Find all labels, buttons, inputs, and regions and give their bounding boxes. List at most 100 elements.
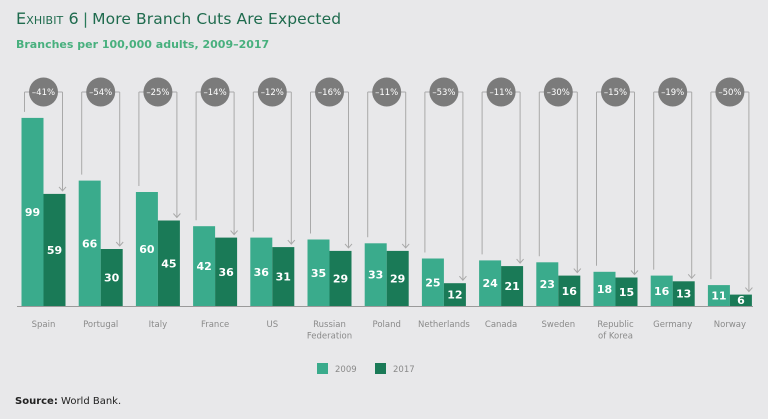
bar-value-label-2009: 36 bbox=[254, 266, 270, 279]
change-badge bbox=[143, 77, 173, 107]
legend-label-2017: 2017 bbox=[393, 365, 415, 375]
change-badge-label: –54% bbox=[89, 88, 112, 98]
change-badge-label: –53% bbox=[432, 88, 455, 98]
change-badge-label: –15% bbox=[604, 88, 627, 98]
title-text: More Branch Cuts Are Expected bbox=[92, 10, 342, 28]
bar-2009 bbox=[21, 117, 44, 307]
title-separator: | bbox=[82, 10, 89, 28]
chart-title: Exhibit 6 | More Branch Cuts Are Expected bbox=[16, 9, 341, 28]
bar-value-label-2009: 35 bbox=[311, 267, 326, 280]
down-arrow-icon bbox=[230, 230, 238, 236]
bar-2017 bbox=[215, 237, 238, 306]
chart-subtitle: Branches per 100,000 adults, 2009–2017 bbox=[16, 38, 270, 51]
category-label: Germany bbox=[653, 320, 692, 330]
bar-2017 bbox=[43, 193, 66, 306]
down-arrow-icon bbox=[173, 213, 181, 219]
bar-value-label-2009: 99 bbox=[25, 206, 40, 219]
down-arrow-icon bbox=[344, 243, 353, 249]
bar-value-label-2009: 16 bbox=[654, 285, 670, 298]
down-arrow-icon bbox=[516, 258, 524, 264]
bar-value-label-2017: 15 bbox=[619, 286, 634, 299]
bar-value-label-2009: 33 bbox=[368, 269, 383, 282]
bar-2017 bbox=[443, 283, 466, 306]
bar-2009 bbox=[307, 239, 330, 306]
bar-value-label-2009: 66 bbox=[82, 237, 98, 250]
bar-value-label-2017: 6 bbox=[737, 294, 745, 307]
bar-2017 bbox=[386, 250, 409, 306]
down-arrow-icon bbox=[115, 241, 124, 247]
bar-value-label-2009: 23 bbox=[540, 278, 555, 291]
change-badge-label: –14% bbox=[204, 88, 227, 98]
change-badge-label: –50% bbox=[718, 88, 741, 98]
bar-2009 bbox=[78, 180, 101, 306]
category-label: France bbox=[201, 320, 229, 330]
bar-2017 bbox=[100, 249, 123, 306]
category-label: Spain bbox=[32, 320, 56, 330]
change-badge bbox=[429, 77, 459, 107]
change-badge-label: –16% bbox=[318, 88, 341, 98]
bar-value-label-2017: 29 bbox=[333, 272, 348, 285]
down-arrow-icon bbox=[287, 239, 296, 245]
change-badge-label: –11% bbox=[490, 88, 513, 98]
bar-value-label-2017: 31 bbox=[276, 271, 291, 284]
bar-value-label-2017: 59 bbox=[47, 244, 62, 257]
bar-value-label-2017: 21 bbox=[504, 280, 519, 293]
category-label: of Korea bbox=[598, 332, 633, 342]
bar-value-label-2017: 13 bbox=[676, 288, 691, 301]
change-badge bbox=[257, 77, 287, 107]
bar-value-label-2017: 36 bbox=[218, 266, 234, 279]
legend-swatch-2017 bbox=[375, 363, 386, 374]
bar-value-label-2017: 45 bbox=[161, 257, 176, 270]
bar-2009 bbox=[479, 260, 502, 306]
down-arrow-icon bbox=[573, 268, 582, 274]
bar-value-label-2009: 42 bbox=[196, 260, 211, 273]
bar-2009 bbox=[707, 285, 730, 306]
bar-2017 bbox=[272, 247, 295, 306]
bar-2009 bbox=[593, 271, 616, 306]
bar-2017 bbox=[157, 220, 180, 306]
source-label: Source: bbox=[15, 396, 58, 407]
bar-2017 bbox=[501, 266, 524, 306]
change-badge bbox=[715, 77, 745, 107]
bar-2009 bbox=[650, 275, 673, 306]
category-label: Norway bbox=[714, 320, 746, 330]
down-arrow-icon bbox=[687, 273, 696, 280]
bar-2009 bbox=[421, 258, 444, 306]
source-text: World Bank. bbox=[57, 396, 122, 407]
change-badge-label: –30% bbox=[547, 88, 570, 98]
change-badge bbox=[601, 77, 630, 107]
source-note: Source: World Bank. bbox=[15, 396, 121, 407]
category-label: Russian bbox=[313, 320, 346, 330]
bar-2009 bbox=[250, 237, 273, 306]
category-label: Canada bbox=[485, 320, 517, 330]
category-label: Italy bbox=[149, 320, 167, 330]
legend-swatch-2009 bbox=[317, 363, 328, 374]
bar-value-label-2017: 30 bbox=[104, 272, 120, 285]
bar-value-label-2017: 16 bbox=[562, 285, 578, 298]
category-label: Portugal bbox=[83, 320, 118, 330]
change-badge bbox=[200, 77, 230, 107]
category-label: Republic bbox=[597, 320, 634, 330]
down-arrow-icon bbox=[58, 186, 67, 192]
bar-value-label-2009: 25 bbox=[425, 276, 440, 289]
bar-value-label-2017: 29 bbox=[390, 272, 405, 285]
change-badge bbox=[29, 77, 58, 107]
bar-2017 bbox=[329, 250, 352, 306]
bar-2017 bbox=[672, 281, 695, 306]
category-label: Federation bbox=[307, 332, 352, 342]
bar-2017 bbox=[615, 277, 638, 306]
category-label: Sweden bbox=[542, 320, 576, 330]
exhibit-label: Exhibit 6 bbox=[16, 9, 79, 28]
change-badge bbox=[372, 77, 402, 107]
bar-value-label-2009: 24 bbox=[482, 277, 498, 290]
category-label: Netherlands bbox=[418, 320, 470, 330]
down-arrow-icon bbox=[745, 287, 753, 293]
bar-2017 bbox=[729, 294, 752, 306]
change-badge-label: –11% bbox=[375, 88, 398, 98]
change-badge-label: –12% bbox=[261, 88, 284, 98]
bar-value-label-2009: 11 bbox=[711, 290, 726, 303]
change-badge bbox=[543, 77, 573, 107]
category-label: Poland bbox=[373, 320, 401, 330]
change-badge bbox=[658, 77, 688, 107]
